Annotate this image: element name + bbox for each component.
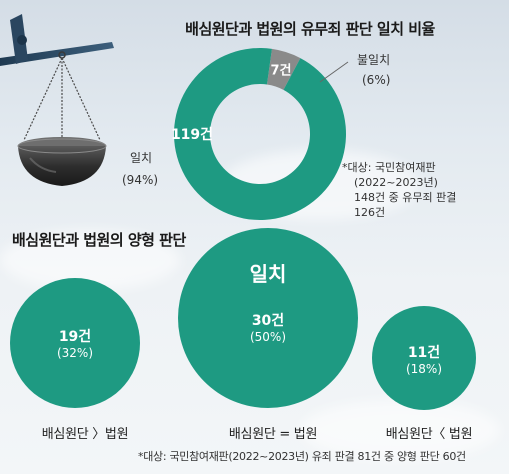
bubble-category-label: 배심원단 = 법원 [228,427,318,442]
donut-value-label-agree: 119건 [171,126,213,143]
bubble-header-label: 일치 [249,262,287,286]
disagree-leader-line [319,61,349,83]
bubble-category-label: 배심원단〈 법원 [385,427,473,442]
disagree-category-label: 불일치 [357,53,391,67]
disagree-percent-label: (6%) [362,73,391,87]
donut-value-label-disagree: 7건 [271,62,292,78]
cloud-decoration [300,400,500,460]
bubble-jury-greater [10,278,140,408]
bubble-value-label: 19건 [58,329,92,345]
donut-slice-agree [174,47,346,220]
bubble-percent-label: (18%) [405,362,443,376]
agree-percent-label: (94%) [122,173,159,187]
balance-scale-icon [0,14,114,186]
bubble-value-label: 30건 [251,313,285,329]
donut-note: *대상: 국민참여재판 (2022~2023년) 148건 중 유무죄 판결 1… [342,160,456,220]
bubble-value-label: 11건 [407,345,441,361]
note-line: *대상: 국민참여재판 [342,161,436,174]
bubble-jury-less [372,306,476,410]
note-line: 126건 [354,206,386,219]
bubble-percent-label: (32%) [56,346,94,360]
bubble-percent-label: (50%) [249,330,287,344]
note-line: (2022~2023년) [354,176,438,189]
donut-chart: 119건 7건 [171,47,346,220]
bubble-category-label: 배심원단 〉법원 [41,427,129,442]
donut-slice-disagree [266,48,301,90]
agree-category-label: 일치 [130,151,153,165]
bubble-jury-equal [178,228,358,408]
note-line: 148건 중 유무죄 판결 [354,191,457,204]
bubble-chart-title: 배심원단과 법원의 양형 판단 [12,231,186,249]
bubble-footnote: *대상: 국민참여재판(2022~2023년) 유죄 판결 81건 중 양형 판… [138,450,466,463]
donut-chart-title: 배심원단과 법원의 유무죄 판단 일치 비율 [185,20,435,38]
